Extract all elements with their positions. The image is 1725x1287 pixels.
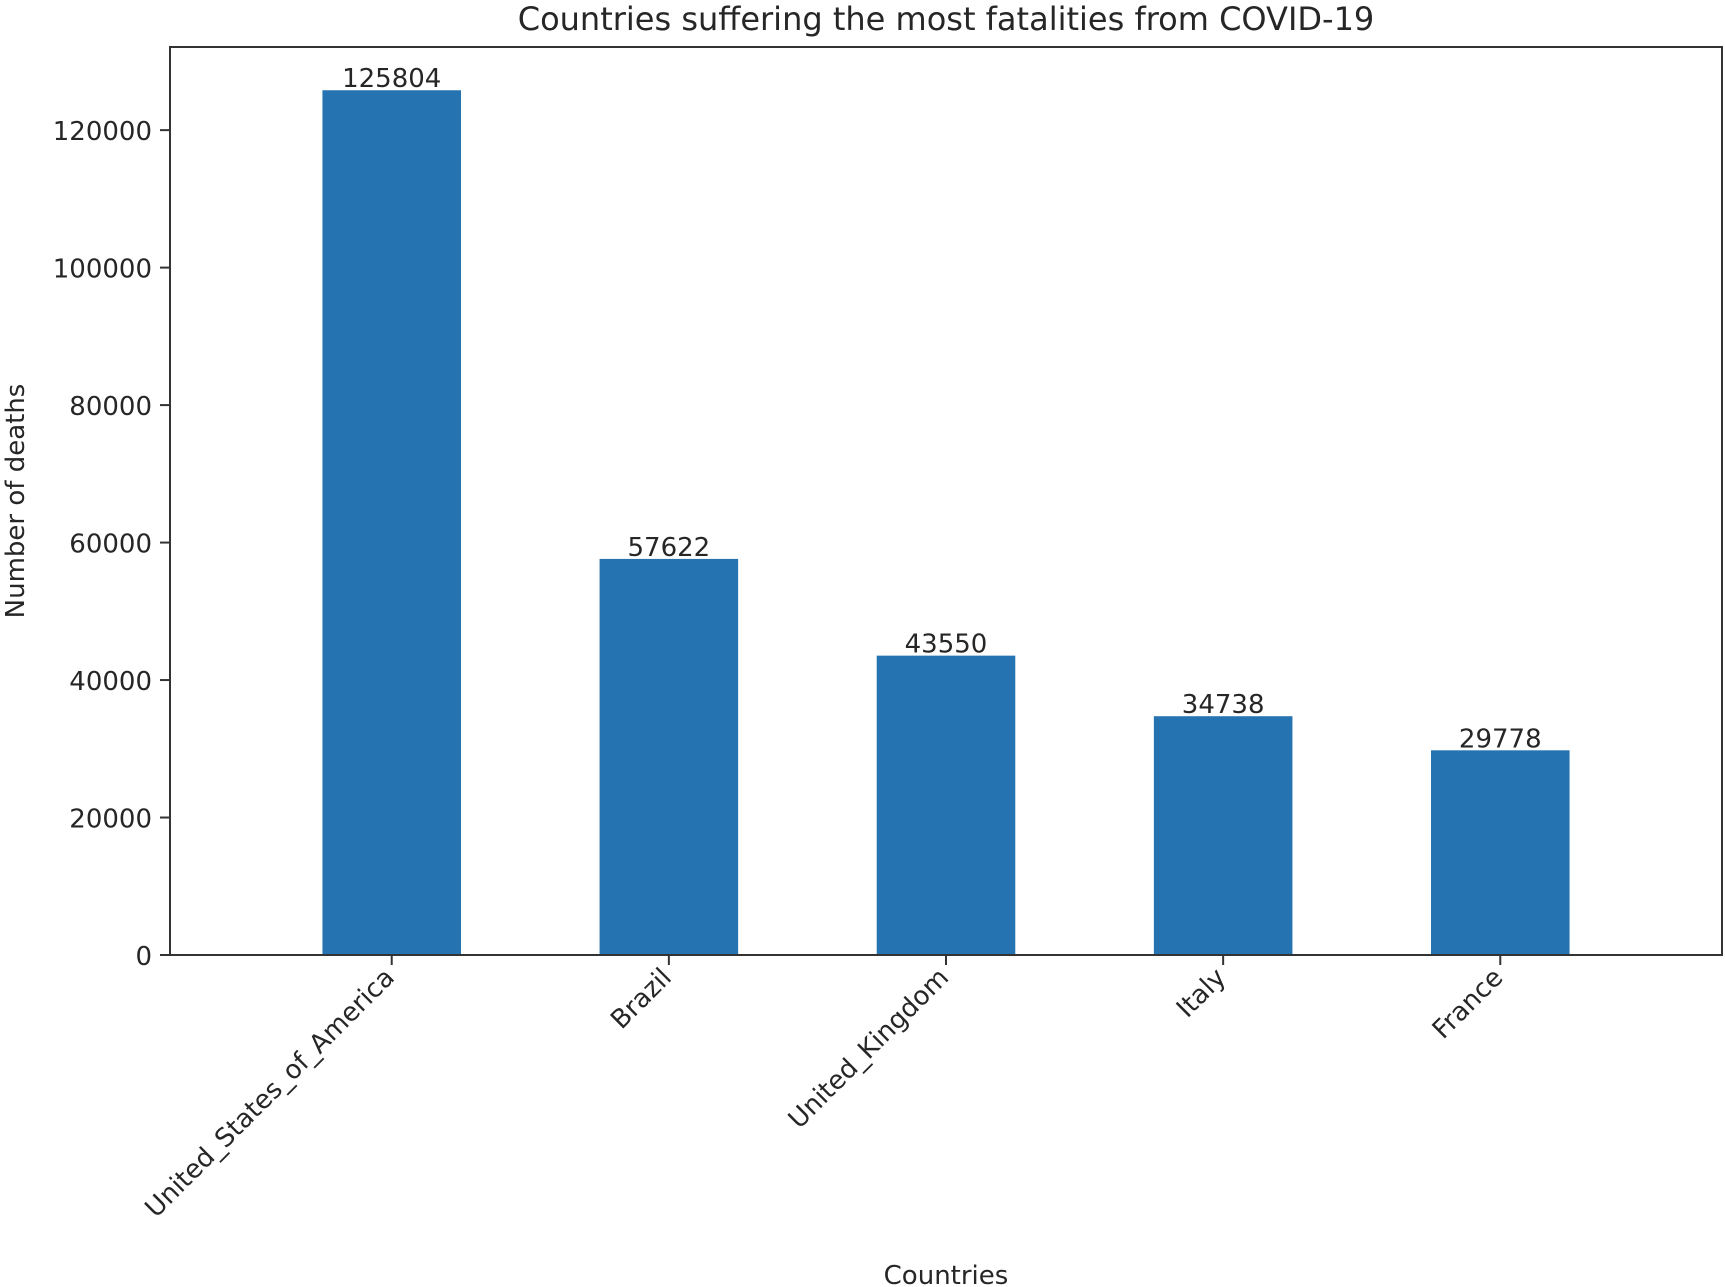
chart-title: Countries suffering the most fatalities … <box>518 0 1375 38</box>
y-tick-label: 100000 <box>53 255 152 285</box>
bar-italy <box>1153 716 1293 955</box>
plot-frame <box>169 46 1723 956</box>
y-tick-label: 40000 <box>69 667 152 697</box>
bars <box>322 90 1570 955</box>
y-tick-label: 120000 <box>53 117 152 147</box>
y-axis-ticks: 0 20000 40000 60000 80000 100000 120000 <box>53 117 170 972</box>
y-tick-label: 60000 <box>69 530 152 560</box>
y-tick-label: 0 <box>135 942 152 972</box>
y-tick-label: 20000 <box>69 805 152 835</box>
bar-value-label: 43550 <box>905 630 988 660</box>
bar-value-labels: 125804 57622 43550 34738 29778 <box>342 64 1542 754</box>
y-tick-label: 80000 <box>69 392 152 422</box>
bar-united-states-of-america <box>322 90 461 955</box>
bar-value-label: 57622 <box>627 533 710 563</box>
bar-france <box>1431 750 1570 955</box>
bar-brazil <box>599 558 739 955</box>
y-axis-label: Number of deaths <box>1 384 31 619</box>
x-axis-label: Countries <box>884 1261 1009 1287</box>
bar-value-label: 125804 <box>342 64 441 94</box>
bar-united-kingdom <box>876 655 1016 955</box>
bar-value-label: 34738 <box>1182 690 1265 720</box>
bar-value-label: 29778 <box>1459 724 1542 754</box>
